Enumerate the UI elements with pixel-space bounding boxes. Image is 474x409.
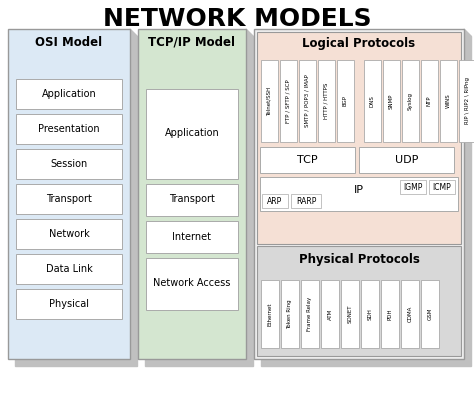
Text: RIP \ RIP2 \ RIPng: RIP \ RIP2 \ RIPng: [465, 77, 470, 124]
Bar: [440, 60, 457, 142]
Text: SMTP / POP3 / IMAP: SMTP / POP3 / IMAP: [305, 74, 310, 128]
Bar: [341, 280, 359, 348]
Bar: [260, 147, 355, 173]
Bar: [281, 280, 299, 348]
Text: NETWORK MODELS: NETWORK MODELS: [103, 7, 371, 31]
Text: Application: Application: [164, 128, 219, 139]
Bar: [257, 246, 461, 356]
Bar: [16, 79, 122, 109]
Bar: [16, 254, 122, 284]
Bar: [261, 280, 279, 348]
Bar: [16, 149, 122, 179]
Polygon shape: [145, 36, 253, 366]
Bar: [16, 114, 122, 144]
Text: Physical Protocols: Physical Protocols: [299, 252, 419, 265]
Bar: [381, 280, 399, 348]
Bar: [301, 280, 319, 348]
Text: Transport: Transport: [169, 195, 215, 204]
Polygon shape: [464, 29, 471, 366]
Bar: [383, 60, 400, 142]
Bar: [421, 60, 438, 142]
Bar: [291, 194, 321, 208]
Text: TCP: TCP: [297, 155, 318, 165]
Text: TCP/IP Model: TCP/IP Model: [148, 36, 236, 49]
Text: Frame Relay: Frame Relay: [308, 297, 312, 331]
Bar: [146, 184, 238, 216]
Bar: [361, 280, 379, 348]
Bar: [254, 29, 464, 359]
Text: CDMA: CDMA: [408, 306, 412, 322]
Text: Data Link: Data Link: [46, 264, 92, 274]
Bar: [318, 60, 335, 142]
Bar: [16, 184, 122, 214]
Text: ATM: ATM: [328, 308, 332, 319]
Bar: [401, 280, 419, 348]
Text: NTP: NTP: [427, 96, 432, 106]
Bar: [429, 180, 455, 194]
Text: SNMP: SNMP: [389, 93, 394, 109]
Text: SDH: SDH: [367, 308, 373, 320]
Text: OSI Model: OSI Model: [36, 36, 102, 49]
Bar: [321, 280, 339, 348]
Text: PDH: PDH: [388, 308, 392, 320]
Text: ICMP: ICMP: [433, 182, 451, 191]
Text: DNS: DNS: [370, 95, 375, 107]
Bar: [299, 60, 316, 142]
Text: Network: Network: [49, 229, 90, 239]
Text: Token Ring: Token Ring: [288, 299, 292, 329]
Text: SONET: SONET: [347, 305, 353, 323]
Text: Internet: Internet: [173, 231, 211, 241]
Text: Transport: Transport: [46, 194, 92, 204]
Bar: [337, 60, 354, 142]
Bar: [359, 147, 454, 173]
Bar: [260, 177, 458, 211]
Bar: [16, 219, 122, 249]
Text: FTP / SFTP / SCP: FTP / SFTP / SCP: [286, 79, 291, 123]
Bar: [16, 289, 122, 319]
Bar: [146, 220, 238, 252]
Text: Physical: Physical: [49, 299, 89, 309]
Text: Syslog: Syslog: [408, 92, 413, 110]
Text: WINS: WINS: [446, 94, 451, 108]
Bar: [400, 180, 426, 194]
Polygon shape: [261, 36, 471, 366]
Text: Presentation: Presentation: [38, 124, 100, 134]
Bar: [280, 60, 297, 142]
Bar: [459, 60, 474, 142]
Text: Ethernet: Ethernet: [267, 302, 273, 326]
Text: GSM: GSM: [428, 308, 432, 320]
Text: HTTP / HTTPS: HTTP / HTTPS: [324, 83, 329, 119]
Bar: [146, 258, 238, 310]
Bar: [421, 280, 439, 348]
Text: RARP: RARP: [296, 196, 316, 205]
Text: Network Access: Network Access: [153, 279, 231, 288]
Bar: [262, 194, 288, 208]
Text: Logical Protocols: Logical Protocols: [302, 38, 416, 50]
Bar: [138, 29, 246, 359]
Bar: [261, 60, 278, 142]
Bar: [8, 29, 130, 359]
Text: BGP: BGP: [343, 95, 348, 106]
Polygon shape: [15, 36, 137, 366]
Text: Session: Session: [50, 159, 88, 169]
Polygon shape: [130, 29, 137, 366]
Bar: [146, 88, 238, 178]
Polygon shape: [246, 29, 253, 366]
Bar: [257, 32, 461, 244]
Text: Application: Application: [42, 89, 96, 99]
Text: ARP: ARP: [267, 196, 283, 205]
Text: Telnet/SSH: Telnet/SSH: [267, 86, 272, 116]
Text: IP: IP: [354, 185, 364, 195]
Bar: [364, 60, 381, 142]
Text: UDP: UDP: [395, 155, 418, 165]
Text: IGMP: IGMP: [403, 182, 423, 191]
Bar: [402, 60, 419, 142]
